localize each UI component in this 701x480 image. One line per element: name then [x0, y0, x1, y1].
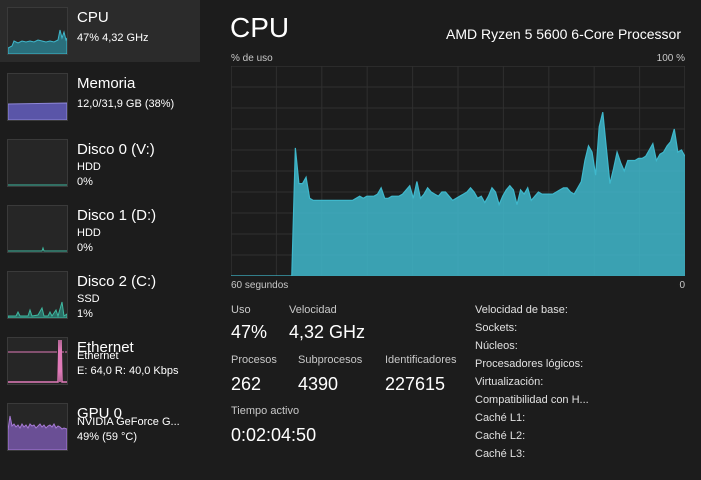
sidebar-item-disco-0[interactable]: Disco 0 (V:) HDD 0% — [0, 132, 200, 194]
velocidad-label: Velocidad — [289, 304, 337, 316]
sidebar-item-detail: E: 64,0 R: 40,0 Kbps — [77, 365, 179, 377]
procesos-value: 262 — [231, 374, 262, 394]
sidebar-item-disco-1[interactable]: Disco 1 (D:) HDD 0% — [0, 198, 200, 260]
cpu-usage-chart — [231, 66, 685, 276]
info-compatibilidad: Compatibilidad con H... — [475, 394, 589, 406]
velocidad-value: 4,32 GHz — [289, 322, 366, 342]
sidebar-item-type: HDD — [77, 161, 101, 173]
tiempo-activo-value: 0:02:04:50 — [231, 425, 317, 445]
disk-0-thumbnail-graph — [7, 139, 68, 187]
cpu-usage-line — [231, 112, 685, 276]
sidebar-item-title: Ethernet — [77, 339, 134, 356]
cpu-model-name: AMD Ryzen 5 5600 6-Core Processor — [446, 26, 681, 42]
sidebar-item-cpu[interactable]: CPU 47% 4,32 GHz — [0, 0, 200, 62]
cpu-details-panel: CPU AMD Ryzen 5 5600 6-Core Processor % … — [208, 0, 701, 480]
sidebar-item-detail: 0% — [77, 176, 93, 188]
procesos-label: Procesos — [231, 354, 277, 366]
ethernet-thumbnail-graph — [7, 337, 68, 385]
sidebar-item-title: Disco 1 (D:) — [77, 207, 157, 224]
memory-thumbnail-graph — [7, 73, 68, 121]
x-axis-label: 60 segundos — [231, 280, 289, 291]
subprocesos-label: Subprocesos — [298, 354, 363, 366]
cpu-usage-graph — [231, 66, 685, 276]
sidebar-item-memoria[interactable]: Memoria 12,0/31,9 GB (38%) — [0, 66, 200, 128]
info-cache-l3: Caché L3: — [475, 448, 526, 460]
sidebar-item-type: Ethernet — [77, 350, 119, 362]
info-sockets: Sockets: — [475, 322, 518, 334]
sidebar-item-gpu-0[interactable]: GPU 0 NVIDIA GeForce G... 49% (59 °C) — [0, 396, 200, 458]
cpu-usage-area — [231, 112, 685, 276]
sidebar-item-ethernet[interactable]: Ethernet Ethernet E: 64,0 R: 40,0 Kbps — [0, 330, 200, 392]
sidebar-item-title: GPU 0 — [77, 405, 123, 422]
info-virtualizacion: Virtualización: — [475, 376, 544, 388]
info-cache-l1: Caché L1: — [475, 412, 526, 424]
disk-2-thumbnail-graph — [7, 271, 68, 319]
subprocesos-value: 4390 — [298, 374, 339, 394]
identificadores-label: Identificadores — [385, 354, 457, 366]
cpu-thumbnail-graph — [7, 7, 68, 55]
page-title: CPU — [230, 12, 290, 43]
sidebar-item-detail: 0% — [77, 242, 93, 254]
uso-value: 47% — [231, 322, 268, 342]
sidebar-item-type: NVIDIA GeForce G... — [77, 416, 180, 428]
y-axis-label: % de uso — [231, 53, 273, 64]
info-procesadores-logicos: Procesadores lógicos: — [475, 358, 584, 370]
sidebar-item-detail: 12,0/31,9 GB (38%) — [77, 98, 175, 110]
identificadores-value: 227615 — [385, 374, 446, 394]
sidebar-item-title: Disco 0 (V:) — [77, 141, 155, 158]
uso-label: Uso — [231, 304, 251, 316]
gpu-thumbnail-graph — [7, 403, 68, 451]
sidebar-item-detail: 47% 4,32 GHz — [77, 32, 149, 44]
sidebar-item-title: Memoria — [77, 75, 136, 92]
sidebar-item-disco-2[interactable]: Disco 2 (C:) SSD 1% — [0, 264, 200, 326]
info-cache-l2: Caché L2: — [475, 430, 526, 442]
sidebar-item-title: CPU — [77, 9, 109, 26]
x-axis-min-label: 0 — [679, 280, 685, 291]
sidebar: CPU 47% 4,32 GHz Memoria 12,0/31,9 GB (3… — [0, 0, 208, 480]
sidebar-item-detail: 1% — [77, 308, 93, 320]
tiempo-activo-label: Tiempo activo — [231, 405, 300, 417]
disk-1-thumbnail-graph — [7, 205, 68, 253]
sidebar-item-type: SSD — [77, 293, 100, 305]
sidebar-item-type: HDD — [77, 227, 101, 239]
info-nucleos: Núcleos: — [475, 340, 518, 352]
info-velocidad-base: Velocidad de base: — [475, 304, 568, 316]
sidebar-item-title: Disco 2 (C:) — [77, 273, 157, 290]
sidebar-item-detail: 49% (59 °C) — [77, 431, 138, 443]
y-axis-max-label: 100 % — [656, 53, 685, 64]
